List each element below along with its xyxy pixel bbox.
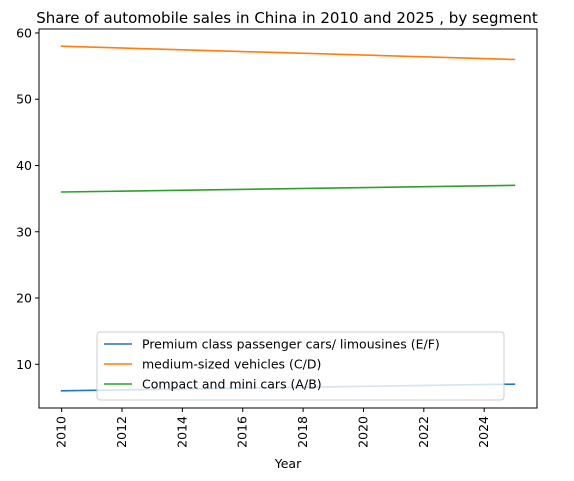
y-tick-label: 50 — [16, 92, 32, 107]
series-line-2 — [60, 45, 516, 61]
x-tick-label: 2016 — [235, 416, 250, 448]
plot-frame — [38, 28, 538, 409]
legend-label-3: Compact and mini cars (A/B) — [142, 377, 322, 392]
legend-label-1: Premium class passenger cars/ limousines… — [142, 337, 440, 352]
x-axis-label: Year — [274, 456, 302, 471]
y-axis-ticks: 10 20 30 40 50 60 — [16, 25, 39, 372]
x-tick-label: 2018 — [295, 416, 310, 448]
series-line-3 — [60, 184, 516, 193]
y-tick-label: 20 — [16, 291, 32, 306]
x-tick-label: 2022 — [416, 416, 431, 448]
y-tick-label: 30 — [16, 224, 32, 239]
legend-frame — [96, 331, 505, 401]
x-axis-ticks: 2010 2012 2014 2016 2018 2020 2022 2024 — [54, 408, 491, 448]
x-tick-label: 2012 — [114, 416, 129, 448]
x-tick-label: 2024 — [476, 416, 491, 448]
legend: Premium class passenger cars/ limousines… — [96, 331, 505, 401]
y-tick-label: 10 — [16, 357, 32, 372]
y-tick-label: 40 — [16, 158, 32, 173]
x-tick-label: 2014 — [174, 416, 189, 448]
x-tick-label: 2020 — [355, 416, 370, 448]
chart-title: Share of automobile sales in China in 20… — [36, 9, 538, 27]
y-tick-label: 60 — [16, 25, 32, 40]
x-tick-label: 2010 — [54, 416, 69, 448]
legend-label-2: medium-sized vehicles (C/D) — [142, 357, 321, 372]
